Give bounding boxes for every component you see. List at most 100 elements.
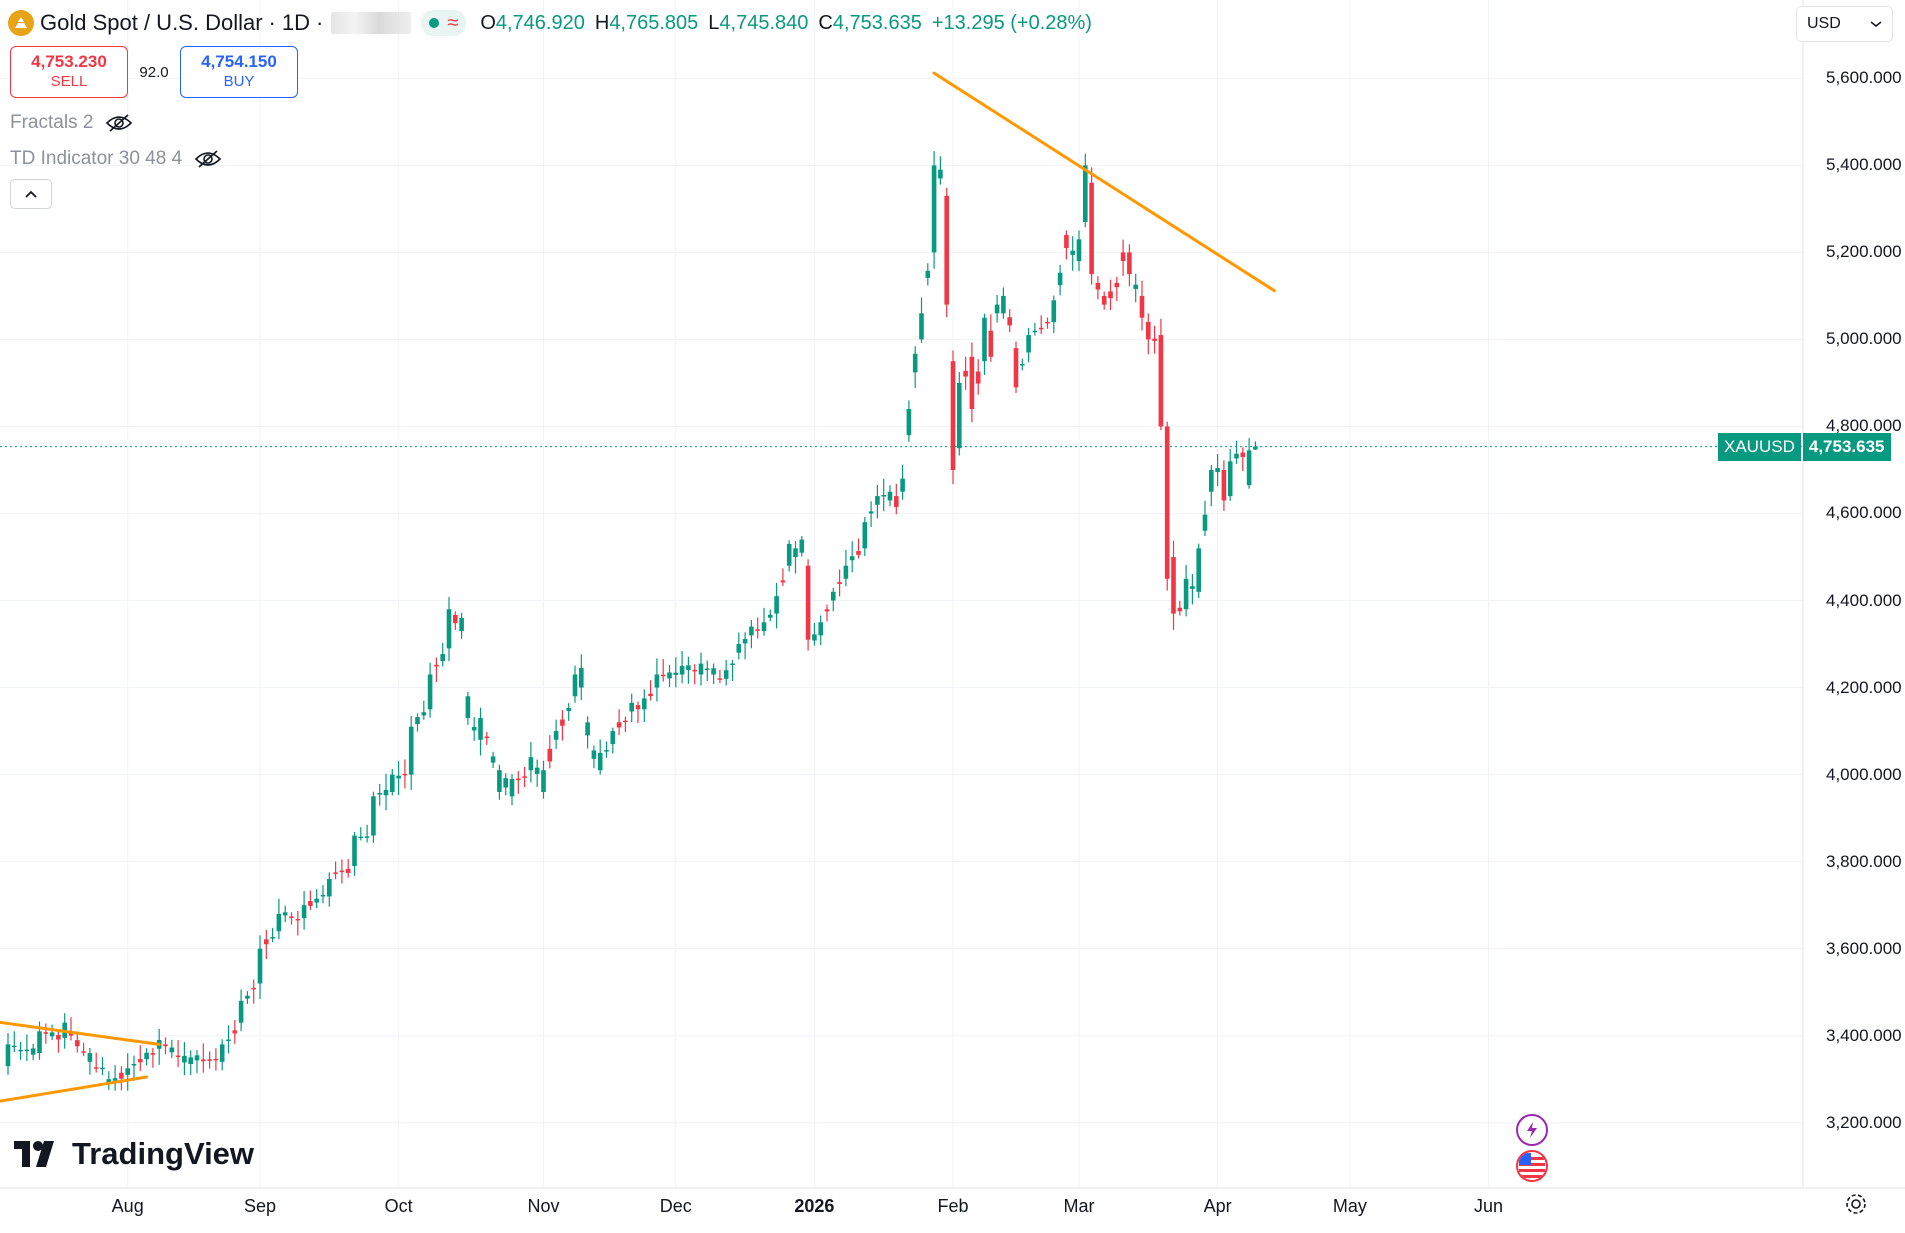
candle-body [950,361,956,470]
tradingview-logo[interactable]: TradingView [14,1136,254,1172]
candle-body [919,313,924,340]
candle-body [969,356,975,410]
sell-button[interactable]: 4,753.230 SELL [10,46,128,98]
candle-body [345,868,351,873]
low-value: 4,745.840 [719,11,809,34]
candle-body [1127,252,1132,275]
candle-body [1051,300,1057,323]
indicator-fractals[interactable]: Fractals 2 [10,112,133,134]
eye-hidden-icon[interactable] [105,113,133,133]
candle-body [818,622,823,636]
interval-label[interactable]: 1D [281,10,310,35]
candle-body [604,750,609,752]
candle-body [610,731,616,745]
candle-body [1001,295,1006,314]
gear-icon[interactable] [1842,1190,1870,1218]
candle-body [887,491,893,501]
candle-body [282,912,288,916]
candle-body [264,939,269,945]
candle-body [87,1053,93,1062]
candle-body [1083,165,1088,222]
candle-body [831,591,836,601]
candle-body [843,565,849,579]
candle-body [245,995,250,999]
candle-body [799,539,805,553]
candle-body [912,353,918,373]
candle-body [988,330,994,357]
candle-body [390,774,395,792]
spread-value: 92.0 [139,63,169,81]
candle-body [377,793,382,795]
candle-body [925,270,931,278]
candle-body [1190,586,1195,589]
candle-body [320,894,326,897]
trendline-channel-upper[interactable] [0,1020,161,1046]
candle-body [75,1040,80,1047]
buy-button[interactable]: 4,754.150 BUY [180,46,298,98]
candle-body [875,496,880,505]
candle-body [616,722,622,728]
candle-body [201,1059,206,1062]
candle-body [849,556,855,561]
candle-body [723,670,729,679]
buy-price: 4,754.150 [201,52,277,71]
candle-body [547,748,553,762]
y-tick-label: 3,600.000 [1826,938,1902,958]
candle-body [446,609,452,649]
candle-body [238,1000,244,1023]
candle-body [516,778,521,781]
currency-label: USD [1807,15,1841,32]
candle-body [881,495,886,497]
candle-body [837,582,842,584]
candle-body [736,644,742,653]
candle-body [793,548,798,558]
candle-body [459,617,464,631]
currency-selector[interactable]: USD [1796,6,1893,42]
trendline-channel-lower[interactable] [0,1075,149,1103]
trendlines[interactable] [0,71,1276,1103]
candle-body [81,1051,86,1053]
candle-body [478,718,483,740]
candle-body [1215,468,1220,473]
x-tick-label: 2026 [794,1196,835,1216]
indicator-td[interactable]: TD Indicator 30 48 4 [10,148,222,170]
x-tick-label: Sep [243,1196,277,1216]
eye-hidden-icon[interactable] [194,149,222,169]
high-label: H [594,11,610,34]
lightning-event-icon[interactable] [1516,1114,1548,1146]
candle-body [150,1053,156,1055]
trendline-descending-resistance[interactable] [932,71,1276,293]
candle-body [207,1059,212,1061]
candle-body [1158,335,1164,427]
candle-body [579,667,584,688]
candle-body [597,752,603,771]
candle-body [698,663,704,675]
open-value: 4,746.920 [495,11,585,34]
candle-body [1064,234,1069,249]
candle-body [333,872,338,874]
last-price-tag: XAUUSD 4,753.635 [1718,432,1891,461]
candle-body [730,663,735,665]
candle-body [232,1030,238,1034]
candle-body [635,705,641,710]
candle-body [1171,557,1176,614]
candle-body [1240,452,1246,457]
candle-body [1209,469,1214,492]
candle-body [528,757,534,771]
candle-body [1032,330,1038,333]
candle-body [364,836,370,838]
candle-body [805,565,811,640]
market-status-pill[interactable]: ≈ [421,10,467,36]
candle-body [93,1067,99,1069]
us-flag-event-icon[interactable] [1516,1150,1548,1182]
candle-body [440,654,445,662]
trade-buttons: 4,753.230 SELL 92.0 4,754.150 BUY [10,46,298,98]
candle-body [18,1049,23,1052]
y-tick-label: 4,200.000 [1826,677,1902,697]
collapse-indicators-button[interactable] [10,179,52,209]
candle-body [100,1067,105,1070]
last-price-value: 4,753.635 [1802,432,1891,461]
symbol-name[interactable]: Gold Spot / U.S. Dollar [40,10,263,35]
